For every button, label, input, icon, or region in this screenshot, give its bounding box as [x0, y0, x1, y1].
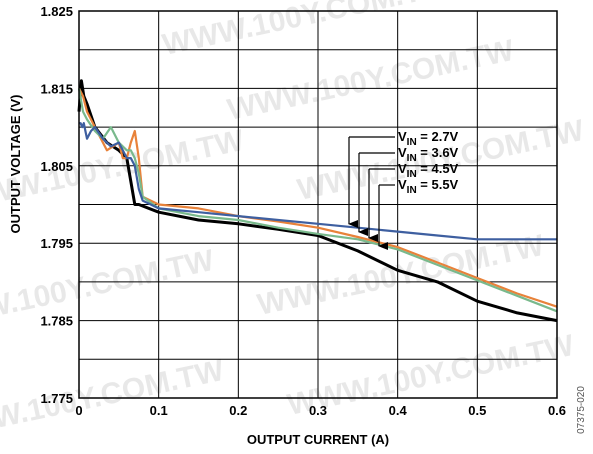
y-tick-label: 1.795 — [40, 236, 73, 251]
plot-border — [78, 10, 558, 399]
x-tick-label: 0.1 — [150, 403, 168, 418]
watermark-text: WWW.100Y.COM.TW — [0, 244, 217, 337]
series-line-4 — [79, 122, 557, 241]
watermark-text: WWW.100Y.COM.TW — [160, 0, 453, 62]
plot-frame — [78, 10, 558, 399]
y-tick-label: 1.825 — [40, 4, 73, 19]
watermark-text: WWW.100Y.COM.TW — [0, 124, 247, 217]
legend-label: VIN = 5.5V — [398, 177, 459, 196]
legend-label: VIN = 2.7V — [398, 129, 459, 148]
watermark-text: WWW.100Y.COM.TW — [285, 329, 578, 422]
watermark-text: WWW.100Y.COM.TW — [0, 354, 227, 447]
series-lines — [77, 79, 558, 323]
y-axis-label: OUTPUT VOLTAGE (V) — [8, 95, 23, 234]
x-tick-label: 0.2 — [229, 403, 247, 418]
legend-label: VIN = 3.6V — [398, 145, 459, 164]
series-line-1 — [77, 79, 558, 323]
watermark-text: WWW.100Y.COM.TW — [225, 34, 518, 127]
legend-label: VIN = 4.5V — [398, 161, 459, 180]
y-tick-label: 1.815 — [40, 81, 73, 96]
x-axis-label: OUTPUT CURRENT (A) — [247, 432, 389, 447]
x-tick-label: 0.4 — [389, 403, 408, 418]
x-tick-labels: 0 0.1 0.2 0.3 0.4 0.5 0.6 — [75, 403, 566, 418]
x-tick-label: 0.6 — [548, 403, 566, 418]
y-tick-label: 1.775 — [40, 391, 73, 406]
y-tick-labels: 1.775 1.785 1.795 1.805 1.815 1.825 — [40, 4, 73, 406]
x-tick-label: 0.3 — [309, 403, 327, 418]
figure-code: 07375-020 — [576, 386, 587, 434]
y-tick-label: 1.785 — [40, 314, 73, 329]
x-tick-label: 0.5 — [468, 403, 486, 418]
x-tick-label: 0 — [75, 403, 82, 418]
y-tick-label: 1.805 — [40, 159, 73, 174]
